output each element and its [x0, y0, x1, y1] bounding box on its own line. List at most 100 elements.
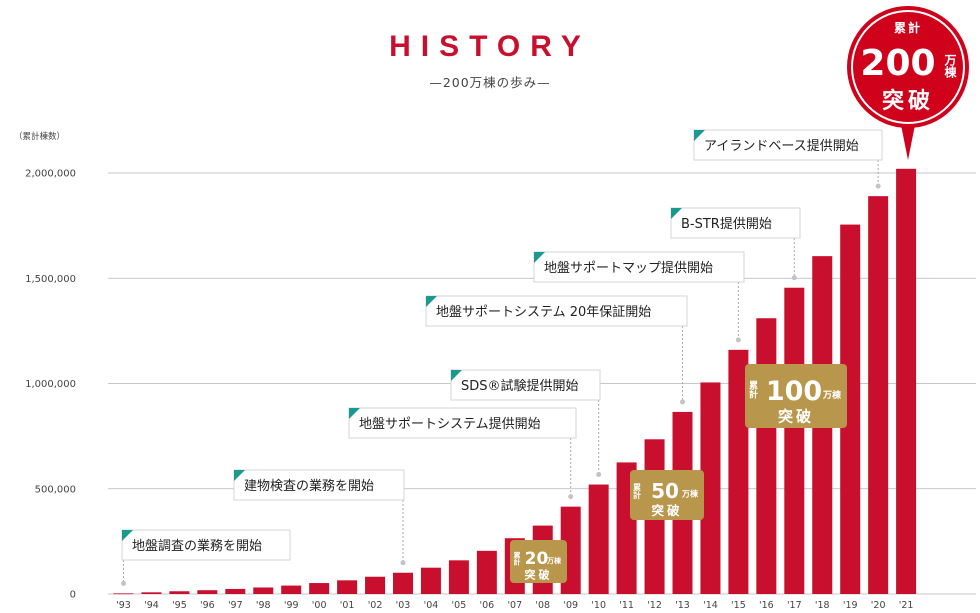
annotation-dot: [680, 399, 685, 405]
bar: [169, 591, 190, 594]
annotation-dot: [400, 560, 406, 566]
milestone-number: 100: [766, 376, 822, 407]
annotation-box: [533, 251, 745, 283]
bar: [253, 587, 274, 594]
milestone-suffix: 突破: [882, 88, 934, 114]
bar: [309, 583, 330, 594]
x-tick-label: '03: [396, 600, 411, 611]
annotation-box: [450, 369, 601, 401]
bar: [476, 550, 497, 594]
x-tick-label: '11: [619, 600, 634, 611]
x-tick-label: '16: [759, 600, 774, 611]
bar: [700, 382, 721, 594]
annotation-layer: 地盤調査の業務を開始 建物検査の業務を開始 地盤サポートシステム提供開始 SDS®試験…: [121, 129, 883, 586]
annotation-label: 地盤サポートシステム提供開始: [359, 416, 541, 432]
milestone-box: [745, 364, 847, 428]
annotation-label: 建物検査の業務を開始: [244, 478, 374, 494]
milestone-number: 50: [651, 479, 679, 503]
annotation-marker: [694, 130, 705, 141]
x-tick-label: '18: [815, 600, 830, 611]
annotation-callout: 地盤調査の業務を開始: [121, 529, 291, 586]
y-tick-label: 2,000,000: [25, 169, 76, 180]
chart-title: HISTORY: [389, 30, 591, 63]
milestone-prefix: 累計: [513, 550, 521, 566]
annotation-label: SDS®試験提供開始: [461, 378, 579, 394]
milestone-prefix: 累計: [633, 482, 642, 500]
bar: [588, 484, 609, 594]
x-tick-label: '97: [228, 600, 243, 611]
milestone-unit: 万棟: [822, 389, 842, 401]
x-tick-label: '96: [200, 600, 215, 611]
milestone-prefix: 累計: [894, 20, 922, 35]
milestone-unit: 万棟: [943, 54, 957, 79]
x-tick-label: '00: [312, 600, 327, 611]
x-tick-label: '20: [871, 600, 886, 611]
bar: [728, 349, 749, 594]
annotation-label: アイランドベース提供開始: [704, 138, 859, 154]
x-tick-label: '07: [507, 600, 522, 611]
annotation-dot: [735, 337, 741, 343]
x-tick-label: '99: [284, 600, 299, 611]
annotation-box: [121, 529, 291, 561]
y-tick-label: 0: [70, 590, 76, 601]
x-tick-label: '95: [172, 600, 187, 611]
bar: [868, 196, 889, 594]
milestone-suffix: 突破: [778, 408, 814, 426]
bar: [365, 576, 386, 594]
x-tick-label: '06: [479, 600, 494, 611]
x-tick-label: '08: [535, 600, 550, 611]
annotation-dot: [121, 580, 126, 586]
x-tick-label: '04: [424, 600, 439, 611]
annotation-dot: [596, 472, 602, 478]
annotation-label: B-STR提供開始: [681, 216, 772, 232]
annotation-dot: [568, 494, 574, 500]
annotation-callout: SDS®試験提供開始: [450, 369, 602, 478]
annotation-callout: B-STR提供開始: [670, 207, 801, 281]
x-tick-label: '21: [899, 600, 914, 611]
x-tick-label: '05: [452, 600, 467, 611]
annotation-marker: [234, 470, 245, 481]
annotation-callout: 建物検査の業務を開始: [233, 469, 406, 566]
bar: [393, 572, 413, 594]
y-axis-label: （累計棟数）: [14, 131, 65, 142]
bar: [141, 592, 162, 594]
annotation-marker: [349, 408, 360, 419]
bar: [420, 567, 441, 594]
y-tick-label: 500,000: [35, 484, 76, 495]
milestone-circle-ring: [851, 10, 965, 124]
x-tick-label: '94: [144, 600, 159, 611]
milestone-number: 20: [525, 549, 549, 569]
x-tick-label: '14: [703, 600, 718, 611]
milestone-number: 200: [860, 43, 935, 84]
x-tick-label: '01: [340, 600, 355, 611]
x-tick-label: '12: [647, 600, 662, 611]
x-tick-label: '15: [731, 600, 746, 611]
bar: [756, 318, 777, 594]
milestone-prefix: 累計: [747, 380, 758, 400]
bar: [197, 590, 218, 594]
milestone-box: [510, 540, 567, 583]
annotation-box: [693, 129, 883, 161]
bar: [281, 585, 302, 594]
x-tick-label: '10: [591, 600, 606, 611]
annotation-box: [425, 295, 688, 327]
bar: [896, 168, 917, 595]
x-tick-label: '19: [843, 600, 858, 611]
bar: [113, 593, 134, 595]
annotation-marker: [534, 252, 545, 263]
bar: [448, 560, 469, 594]
annotation-marker: [451, 370, 462, 381]
annotation-dot: [875, 183, 881, 189]
bar: [840, 224, 861, 594]
y-tick-label: 1,500,000: [25, 274, 76, 285]
annotation-box: [348, 407, 577, 439]
bar: [225, 588, 246, 594]
axis-layer: （累計棟数） 0 500,000 1,000,000 1,500,000 2,000,00…: [14, 131, 913, 611]
milestone-box: [630, 470, 704, 520]
annotation-label: 地盤サポートシステム 20年保証開始: [436, 305, 651, 320]
